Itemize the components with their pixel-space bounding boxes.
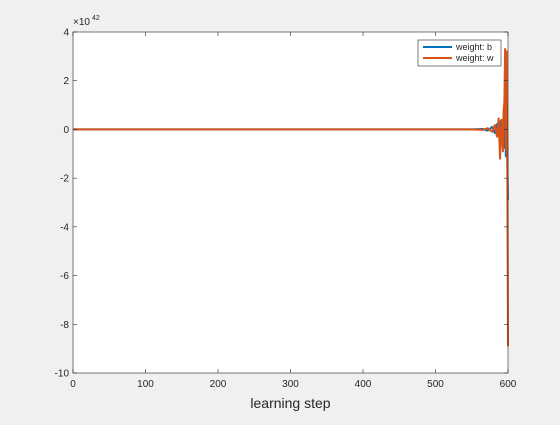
series-layer (73, 48, 509, 347)
x-tick-label: 300 (282, 379, 299, 390)
y-tick-label: 2 (63, 76, 69, 87)
legend-entry-label: weight: b (455, 42, 492, 52)
y-tick-label: 0 (63, 125, 69, 136)
x-tick-label: 400 (355, 379, 372, 390)
y-scale-base: ×10 (73, 17, 90, 28)
series-line-weight-w (73, 48, 509, 347)
x-tick-label: 200 (210, 379, 227, 390)
y-tick-label: -2 (60, 174, 69, 185)
x-tick-label: 500 (427, 379, 444, 390)
y-scale-exponent: 42 (92, 15, 100, 22)
x-tick-label: 100 (137, 379, 154, 390)
y-axis: -10 -8 -6 -4 -2 0 2 4 (55, 28, 508, 380)
x-axis-label: learning step (250, 395, 330, 411)
x-axis: 0 100 200 300 400 500 600 (70, 32, 517, 390)
x-tick-label: 600 (500, 379, 517, 390)
y-tick-label: -8 (60, 320, 69, 331)
x-tick-label: 0 (70, 379, 76, 390)
y-tick-label: -4 (60, 222, 69, 233)
y-tick-label: -10 (55, 369, 70, 380)
y-tick-label: 4 (63, 28, 69, 39)
legend-entry-label: weight: w (455, 53, 494, 63)
plot-area (73, 32, 508, 373)
y-tick-label: -6 (60, 271, 69, 282)
legend-box (417, 39, 502, 67)
